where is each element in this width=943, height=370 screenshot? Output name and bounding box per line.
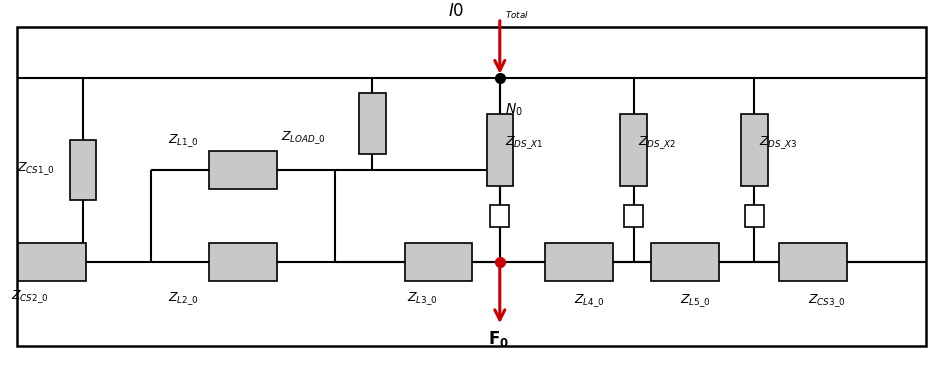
Text: $Z_{LOAD\_0}$: $Z_{LOAD\_0}$ — [281, 129, 325, 145]
Text: $Z_{L2\_0}$: $Z_{L2\_0}$ — [168, 290, 199, 307]
Text: $N_0$: $N_0$ — [505, 101, 522, 118]
Bar — [545, 243, 613, 281]
Text: $Z_{CS1\_0}$: $Z_{CS1\_0}$ — [17, 160, 55, 177]
Bar — [620, 114, 647, 186]
Bar — [209, 243, 277, 281]
Text: $Z_{DS\_X1}$: $Z_{DS\_X1}$ — [505, 134, 543, 151]
Text: $Z_{DS\_X2}$: $Z_{DS\_X2}$ — [638, 134, 676, 151]
Text: $Z_{L1\_0}$: $Z_{L1\_0}$ — [168, 132, 199, 149]
Bar — [70, 140, 96, 201]
Text: $Z_{L3\_0}$: $Z_{L3\_0}$ — [407, 290, 438, 307]
Text: $Z_{L5\_0}$: $Z_{L5\_0}$ — [680, 292, 711, 309]
Bar — [209, 151, 277, 189]
Bar — [359, 93, 386, 154]
Bar — [487, 114, 513, 186]
Bar — [745, 205, 764, 226]
Text: $Z_{DS\_X3}$: $Z_{DS\_X3}$ — [759, 134, 798, 151]
Bar — [624, 205, 643, 226]
Bar — [651, 243, 719, 281]
Text: $Z_{L4\_0}$: $Z_{L4\_0}$ — [574, 292, 605, 309]
Bar — [18, 243, 86, 281]
Bar — [490, 205, 509, 226]
Text: $Z_{CS2\_0}$: $Z_{CS2\_0}$ — [11, 288, 49, 305]
Bar — [741, 114, 768, 186]
Bar — [405, 243, 472, 281]
Text: $_{Total}$: $_{Total}$ — [505, 7, 528, 20]
Text: $I0$: $I0$ — [448, 1, 464, 20]
Bar — [779, 243, 847, 281]
Text: $\mathbf{F_0}$: $\mathbf{F_0}$ — [488, 329, 509, 349]
Bar — [17, 27, 926, 346]
Text: $Z_{CS3\_0}$: $Z_{CS3\_0}$ — [808, 292, 846, 309]
